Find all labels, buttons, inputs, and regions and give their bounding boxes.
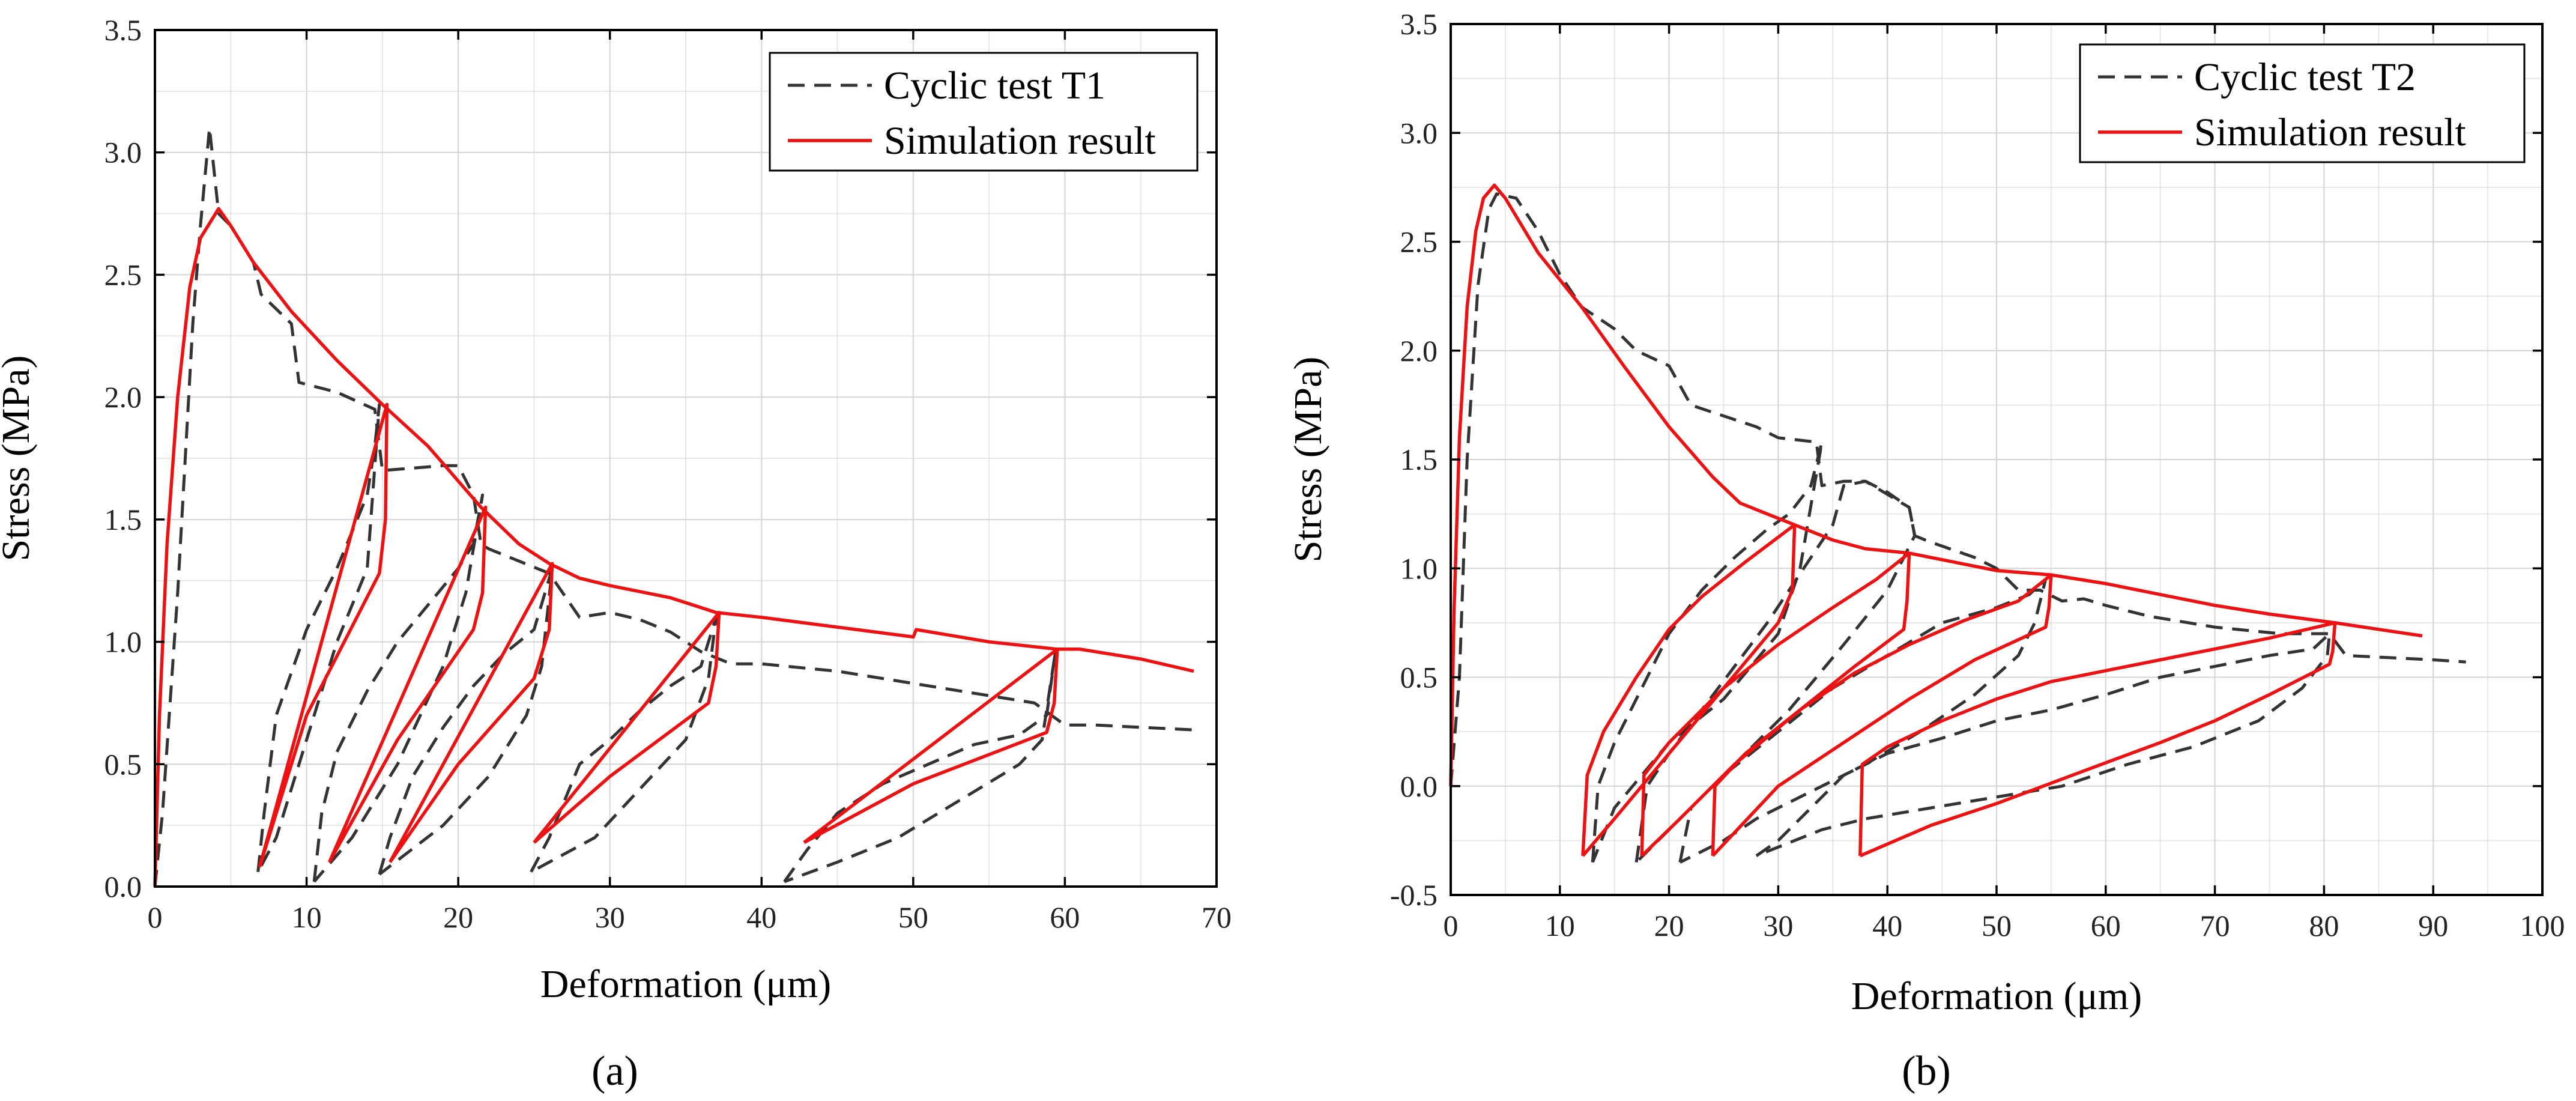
panel-b-y-axis-label: Stress (MPa)	[1286, 357, 1330, 563]
panel-b-y-tick-label: 0.5	[1400, 661, 1438, 694]
panel-b-x-tick-label: 40	[1872, 909, 1902, 942]
panel-b-y-tick-label: 1.5	[1400, 443, 1438, 476]
panel-b-series-test-loop-4	[1755, 632, 2331, 858]
panel-b-x-axis-label: Deformation (μm)	[1851, 974, 2142, 1018]
panel-a-legend-box	[769, 52, 1199, 172]
panel-b-y-tick-label: 0.0	[1400, 769, 1438, 803]
panel-a-x-tick-label: 10	[292, 900, 322, 934]
panel-a-x-tick-label: 70	[1202, 900, 1232, 934]
panel-b-series-test-envelope	[1449, 192, 2466, 786]
panel-a-x-tick-label: 50	[898, 900, 928, 934]
panel-b-x-tick-label: 70	[2200, 909, 2230, 942]
panel-a-plot-frame	[154, 29, 1218, 888]
panel-b-y-tick-label: 2.5	[1400, 225, 1438, 259]
panel-b-x-tick-label: 80	[2309, 909, 2339, 942]
panel-b-y-tick-label: 3.5	[1400, 7, 1438, 41]
panel-a-x-tick-label: 30	[595, 900, 625, 934]
panel-b-y-tick-label: -0.5	[1390, 878, 1438, 912]
panel-a-series-simulation-loop-4	[533, 610, 721, 844]
panel-b-legend-label-1: Cyclic test T2	[2194, 55, 2416, 99]
panel-a-x-axis-label: Deformation (μm)	[540, 962, 831, 1006]
panel-a-series-test-loop-3	[378, 566, 554, 876]
panel-b-x-tick-label: 60	[2091, 909, 2121, 942]
panel-b-legend-label-2: Simulation result	[2194, 111, 2466, 154]
panel-a-series-simulation-loop-3	[389, 562, 554, 863]
panel-a-y-axis-label: Stress (MPa)	[0, 356, 38, 562]
panel-a-series-simulation-envelope	[153, 207, 1194, 887]
panel-a-x-tick-label: 20	[443, 900, 473, 934]
panel-b-series-simulation-loop-4	[1858, 621, 2337, 858]
panel-a-y-tick-label: 3.0	[104, 136, 142, 169]
panel-b-x-tick-label: 50	[1982, 909, 2012, 942]
panel-a-y-tick-label: 1.0	[104, 625, 142, 659]
panel-b-series-test-loop-1	[1591, 440, 1824, 863]
caption-a: (a)	[591, 1048, 638, 1094]
panel-a-legend-label-2: Simulation result	[884, 119, 1156, 163]
panel-b-legend-box	[2079, 43, 2526, 163]
panel-b-x-tick-label: 20	[1654, 909, 1684, 942]
panel-a-series-test-loop-2	[312, 493, 485, 883]
panel-b-x-tick-label: 10	[1545, 909, 1575, 942]
panel-b-y-tick-label: 2.0	[1400, 334, 1438, 368]
panel-a-series-test-loop-5	[783, 648, 1057, 884]
panel-a-y-tick-label: 3.5	[104, 13, 142, 47]
panel-a-y-tick-label: 0.5	[104, 747, 142, 781]
panel-a-x-tick-label: 40	[746, 900, 776, 934]
panel-b-x-tick-label: 0	[1444, 909, 1459, 942]
panel-b-x-tick-label: 30	[1763, 909, 1793, 942]
panel-a-series-simulation-loop-5	[803, 648, 1059, 845]
panel-b-y-tick-label: 3.0	[1400, 116, 1438, 150]
panel-a-series-test-loop-4	[530, 616, 718, 873]
panel-a-y-tick-label: 1.5	[104, 503, 142, 536]
panel-b-x-tick-label: 90	[2418, 909, 2448, 942]
panel-a-y-tick-label: 0.0	[104, 870, 142, 903]
panel-a-x-tick-label: 60	[1050, 900, 1080, 934]
panel-a-series-simulation-loop-1	[258, 402, 389, 868]
panel-a-series-simulation-loop-2	[327, 505, 488, 863]
panel-b-series-simulation-envelope	[1449, 183, 2423, 786]
panel-a-y-tick-label: 2.5	[104, 258, 142, 291]
chart-panel-b: 0 10 20 30 40 50 60 70 80 90 100 -0.5 0.0 0.5 1.0 1.5 2.…	[1286, 7, 2565, 1018]
panel-a-x-tick-label: 0	[148, 900, 163, 934]
caption-b: (b)	[1902, 1048, 1951, 1094]
panel-b-x-tick-label: 100	[2520, 909, 2565, 942]
chart-panel-a: 0 10 20 30 40 50 60 70 0.0 0.5 1.0 1.5 2.0 2.5 3.0 3.5 D…	[0, 13, 1232, 1006]
panel-a-series-test-envelope	[153, 126, 1194, 887]
panel-b-y-tick-label: 1.0	[1400, 551, 1438, 585]
panel-a-y-tick-label: 2.0	[104, 380, 142, 414]
panel-b-series-simulation-loop-1	[1581, 523, 1797, 857]
panel-a-legend-label-1: Cyclic test T1	[884, 64, 1105, 108]
panel-b-series-simulation-loop-3	[1711, 573, 2053, 857]
